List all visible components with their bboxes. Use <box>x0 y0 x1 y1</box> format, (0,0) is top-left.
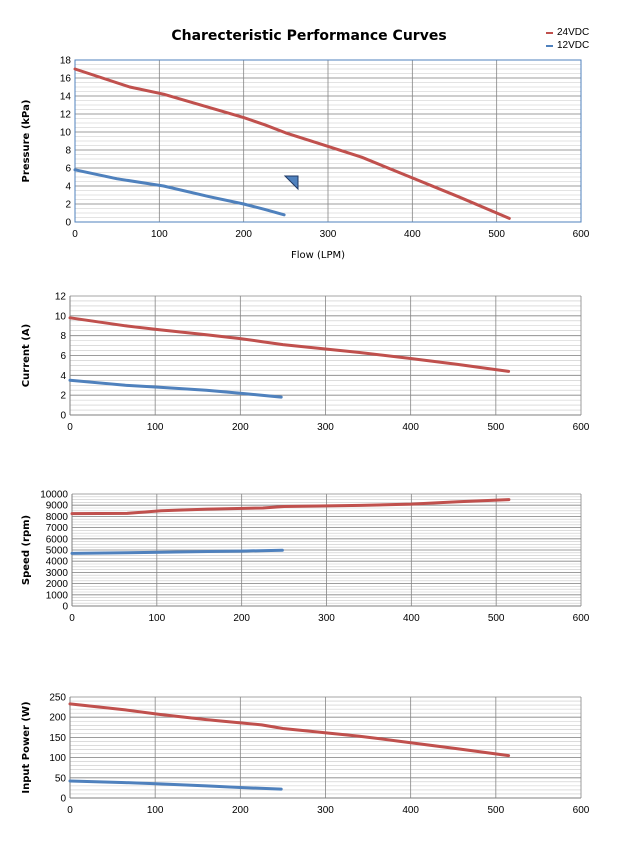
power-y-tick-label: 150 <box>49 733 66 744</box>
speed-y-axis-title: Speed (rpm) <box>21 515 32 585</box>
pressure-x-tick-label: 0 <box>72 229 78 240</box>
pressure-x-axis-title: Flow (LPM) <box>291 250 345 261</box>
speed-y-tick-label: 4000 <box>46 557 69 568</box>
pressure-series-24vdc-line <box>73 67 511 220</box>
pressure-y-tick-label: 12 <box>60 110 72 121</box>
pressure-plot-border <box>74 59 582 223</box>
speed-y-tick-label: 10000 <box>40 490 68 501</box>
current-x-tick-label: 300 <box>317 422 334 433</box>
legend-item-12vdc: 12VDC <box>546 39 589 52</box>
current-x-tick-label: 600 <box>573 422 590 433</box>
pressure-y-axis-title: Pressure (kPa) <box>21 100 32 183</box>
speed-x-tick-label: 200 <box>233 613 250 624</box>
current-x-tick-label: 400 <box>402 422 419 433</box>
pressure-y-tick-label: 0 <box>65 218 71 229</box>
power-y-tick-label: 250 <box>49 693 66 704</box>
power-series-12vdc-line <box>68 779 283 791</box>
current-y-tick-label: 0 <box>60 411 66 422</box>
speed-y-tick-label: 3000 <box>46 568 69 579</box>
speed-series-12vdc-line <box>70 548 284 555</box>
pressure-x-tick-label: 300 <box>320 229 337 240</box>
legend-swatch-24vdc <box>546 31 553 34</box>
current-y-tick-label: 6 <box>60 351 66 362</box>
power-x-tick-label: 500 <box>487 805 504 816</box>
pressure-y-tick-label: 10 <box>60 128 72 139</box>
power-y-tick-label: 200 <box>49 713 66 724</box>
current-y-axis-title: Current (A) <box>21 324 32 387</box>
pressure-y-tick-label: 14 <box>60 92 72 103</box>
power-y-tick-label: 100 <box>49 753 66 764</box>
pressure-x-tick-label: 400 <box>404 229 421 240</box>
current-y-tick-label: 12 <box>55 292 67 303</box>
pressure-y-tick-label: 6 <box>65 164 71 175</box>
speed-series-24vdc-line <box>70 498 511 516</box>
power-x-tick-label: 0 <box>67 805 73 816</box>
speed-x-tick-label: 600 <box>573 613 590 624</box>
pressure-series-12vdc-line <box>73 168 286 217</box>
legend: 24VDC 12VDC <box>546 26 589 52</box>
pressure-y-tick-label: 16 <box>60 74 72 85</box>
power-x-tick-label: 400 <box>402 805 419 816</box>
power-x-tick-label: 100 <box>147 805 164 816</box>
current-y-tick-label: 2 <box>60 391 66 402</box>
current-series-24vdc-line <box>68 316 511 373</box>
power-x-tick-label: 600 <box>573 805 590 816</box>
legend-label-12vdc: 12VDC <box>557 40 590 51</box>
speed-y-tick-label: 8000 <box>46 512 69 523</box>
power-x-tick-label: 300 <box>317 805 334 816</box>
speed-x-tick-label: 300 <box>318 613 335 624</box>
current-y-tick-label: 8 <box>60 331 66 342</box>
speed-y-tick-label: 1000 <box>46 590 69 601</box>
speed-x-tick-label: 400 <box>403 613 420 624</box>
pressure-y-tick-label: 18 <box>60 56 72 67</box>
power-series-24vdc-line <box>68 702 511 758</box>
speed-y-tick-label: 5000 <box>46 546 69 557</box>
pressure-y-tick-label: 2 <box>65 200 71 211</box>
current-series-12vdc-line <box>68 378 283 399</box>
current-y-tick-label: 4 <box>60 371 66 382</box>
current-x-tick-label: 100 <box>147 422 164 433</box>
speed-y-tick-label: 9000 <box>46 501 69 512</box>
blue-triangle-marker-icon <box>283 175 299 191</box>
current-x-tick-label: 200 <box>232 422 249 433</box>
pressure-y-tick-label: 4 <box>65 182 71 193</box>
speed-x-tick-label: 500 <box>488 613 505 624</box>
legend-item-24vdc: 24VDC <box>546 26 589 39</box>
pressure-x-tick-label: 200 <box>235 229 252 240</box>
current-x-tick-label: 0 <box>67 422 73 433</box>
pressure-x-tick-label: 500 <box>488 229 505 240</box>
power-y-axis-title: Input Power (W) <box>21 701 32 793</box>
chart-title: Charecteristic Performance Curves <box>171 28 447 44</box>
power-y-tick-label: 50 <box>55 773 67 784</box>
current-x-tick-label: 500 <box>487 422 504 433</box>
pressure-x-tick-label: 600 <box>573 229 590 240</box>
legend-swatch-12vdc <box>546 44 553 47</box>
speed-x-tick-label: 0 <box>69 613 75 624</box>
speed-y-tick-label: 7000 <box>46 523 69 534</box>
speed-x-tick-label: 100 <box>148 613 165 624</box>
speed-y-tick-label: 2000 <box>46 579 69 590</box>
pressure-y-tick-label: 8 <box>65 146 71 157</box>
pressure-x-tick-label: 100 <box>151 229 168 240</box>
speed-y-tick-label: 0 <box>62 602 68 613</box>
current-y-tick-label: 10 <box>55 311 67 322</box>
power-x-tick-label: 200 <box>232 805 249 816</box>
speed-y-tick-label: 6000 <box>46 534 69 545</box>
power-y-tick-label: 0 <box>60 794 66 805</box>
legend-label-24vdc: 24VDC <box>557 27 590 38</box>
